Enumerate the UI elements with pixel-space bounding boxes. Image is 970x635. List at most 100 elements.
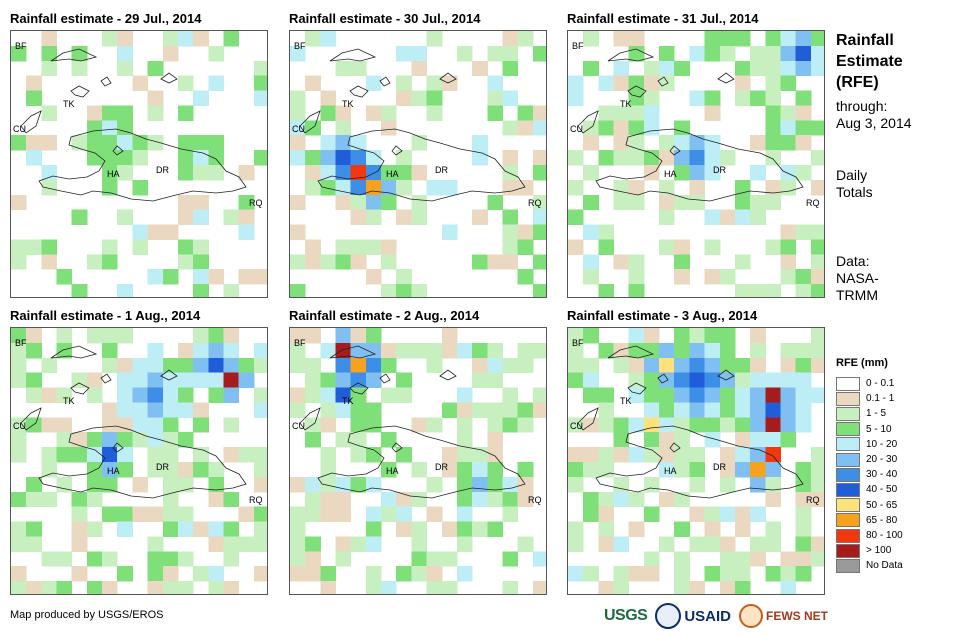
rainfall-cell <box>56 581 73 594</box>
map-panel-1: BF TK CU HA DR RQ <box>10 30 268 298</box>
map-label-rq: RQ <box>806 495 820 505</box>
rainfall-cell <box>365 521 382 537</box>
rainfall-cell <box>810 462 824 478</box>
coastline <box>329 345 377 359</box>
rainfall-cell <box>320 462 337 478</box>
rainfall-cell <box>719 581 736 594</box>
rainfall-cell <box>56 447 73 463</box>
rainfall-cell <box>223 284 240 297</box>
rainfall-cell <box>117 105 133 121</box>
rainfall-cell <box>568 239 584 255</box>
rainfall-cell <box>102 581 118 594</box>
fews-net-logo: FEWS NET <box>739 604 828 628</box>
rainfall-cell <box>734 581 751 594</box>
rainfall-cell <box>568 75 584 92</box>
rainfall-cell <box>56 269 73 285</box>
usaid-logo: USAID <box>655 603 731 629</box>
rainfall-cell <box>502 402 519 418</box>
rainfall-cell <box>26 150 42 166</box>
rainfall-cell <box>456 462 473 478</box>
rainfall-cell <box>780 120 797 136</box>
rainfall-cell <box>320 31 337 47</box>
rainfall-cell <box>147 566 164 582</box>
rainfall-cell <box>26 417 42 433</box>
rainfall-cell <box>365 372 382 389</box>
rainfall-cell <box>795 402 812 418</box>
rainfall-cell <box>583 194 599 211</box>
coastline <box>50 48 98 62</box>
map-label-rq: RQ <box>528 495 542 505</box>
rainfall-cell <box>472 462 488 478</box>
rainfall-cell <box>117 135 133 151</box>
rainfall-cell <box>102 120 118 136</box>
map-canvas-4: BF TK CU HA DR RQ <box>11 328 267 594</box>
map-canvas-5: BF TK CU HA DR RQ <box>290 328 546 594</box>
rainfall-cell <box>532 254 546 270</box>
rainfall-cell <box>719 551 736 567</box>
rainfall-cell <box>177 551 194 567</box>
rainfall-cell <box>810 357 824 374</box>
legend-swatch <box>836 452 860 467</box>
rainfall-cell <box>689 506 706 523</box>
rainfall-cell <box>765 194 781 211</box>
rainfall-cell <box>704 90 721 106</box>
rainfall-cell <box>795 269 812 285</box>
rainfall-cell <box>41 60 58 77</box>
rainfall-cell <box>411 536 428 552</box>
through-date: Aug 3, 2014 <box>836 115 912 131</box>
rainfall-cell <box>350 165 367 181</box>
rainfall-cell <box>810 60 824 77</box>
rainfall-cell <box>598 120 615 136</box>
rainfall-cell <box>365 402 382 418</box>
rainfall-cell <box>381 239 397 255</box>
rainfall-cell <box>350 254 367 270</box>
rainfall-cell <box>162 581 179 594</box>
rainfall-cell <box>704 536 721 552</box>
rainfall-cell <box>253 269 267 285</box>
rainfall-cell <box>102 254 118 270</box>
rainfall-cell <box>502 254 519 270</box>
rainfall-cell <box>750 209 766 226</box>
rainfall-cell <box>208 536 224 552</box>
coastline <box>657 373 669 384</box>
rainfall-cell <box>238 536 255 552</box>
rainfall-cell <box>426 179 443 196</box>
rainfall-cell <box>472 357 488 374</box>
rainfall-cell <box>719 150 736 166</box>
rainfall-cell <box>613 194 630 211</box>
rainfall-cell <box>674 165 690 181</box>
rainfall-cell <box>426 357 443 374</box>
map-canvas-1: BF TK CU HA DR RQ <box>11 31 267 297</box>
legend-label: 5 - 10 <box>866 423 892 435</box>
rainfall-cell <box>613 447 630 463</box>
rainfall-cell <box>613 357 630 374</box>
rainfall-cell <box>441 179 458 196</box>
rainfall-cell <box>704 417 721 433</box>
rainfall-cell <box>704 135 721 151</box>
rainfall-cell <box>253 402 267 418</box>
rainfall-cell <box>598 284 615 297</box>
rainfall-cell <box>628 90 645 106</box>
rainfall-cell <box>223 551 240 567</box>
coastline <box>717 369 735 381</box>
rainfall-cell <box>628 566 645 582</box>
rainfall-cell <box>487 45 503 62</box>
rainfall-cell <box>441 328 458 344</box>
rainfall-cell <box>734 566 751 582</box>
rainfall-cell <box>441 402 458 418</box>
rainfall-cell <box>689 536 706 552</box>
sidebar-title-line-3: (RFE) <box>836 74 879 91</box>
rainfall-cell <box>598 224 615 240</box>
rainfall-cell <box>583 462 599 478</box>
rainfall-cell <box>628 284 645 297</box>
rainfall-cell <box>502 45 519 62</box>
rainfall-cell <box>253 536 267 552</box>
map-label-rq: RQ <box>806 198 820 208</box>
rainfall-cell <box>162 506 179 523</box>
rainfall-cell <box>117 506 133 523</box>
rainfall-cell <box>86 447 103 463</box>
rainfall-cell <box>41 417 58 433</box>
rainfall-cell <box>502 357 519 374</box>
rainfall-cell <box>532 342 546 359</box>
rainfall-cell <box>71 432 88 448</box>
